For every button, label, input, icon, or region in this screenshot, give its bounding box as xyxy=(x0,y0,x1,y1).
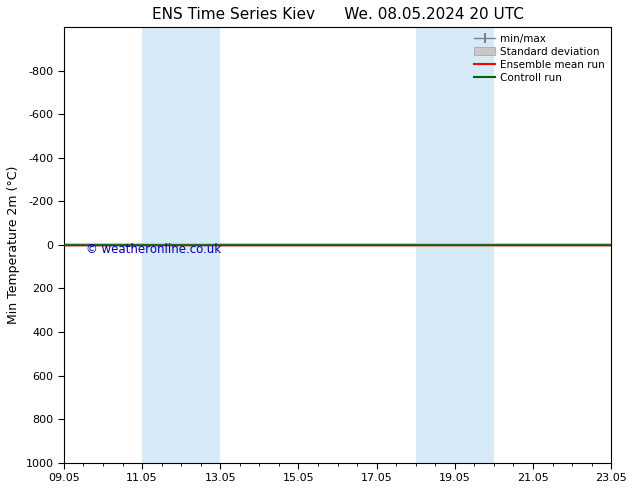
Bar xyxy=(142,27,181,463)
Text: © weatheronline.co.uk: © weatheronline.co.uk xyxy=(86,243,221,256)
Y-axis label: Min Temperature 2m (°C): Min Temperature 2m (°C) xyxy=(7,166,20,324)
Legend: min/max, Standard deviation, Ensemble mean run, Controll run: min/max, Standard deviation, Ensemble me… xyxy=(470,29,609,87)
Bar xyxy=(416,27,455,463)
Bar xyxy=(181,27,220,463)
Bar xyxy=(455,27,494,463)
Title: ENS Time Series Kiev      We. 08.05.2024 20 UTC: ENS Time Series Kiev We. 08.05.2024 20 U… xyxy=(152,7,524,22)
